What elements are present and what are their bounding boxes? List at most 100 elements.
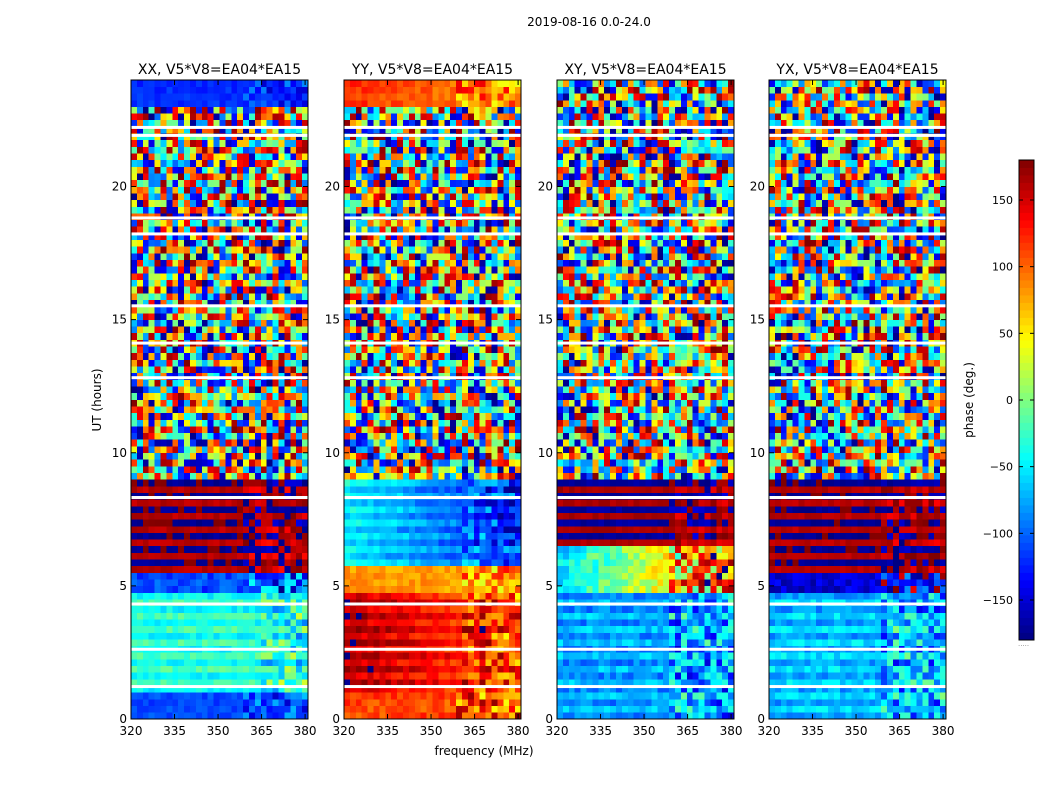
- heatmap-cell: [479, 486, 486, 493]
- heatmap-cell: [184, 679, 191, 687]
- heatmap-cell: [414, 519, 421, 527]
- heatmap-cell: [213, 80, 220, 87]
- heatmap-cell: [243, 506, 250, 513]
- heatmap-cell: [166, 639, 173, 647]
- heatmap-cell: [403, 692, 410, 700]
- heatmap-cell: [296, 612, 303, 620]
- heatmap-cell: [456, 712, 463, 720]
- heatmap-cell: [479, 659, 486, 667]
- heatmap-cell: [367, 293, 374, 300]
- heatmap-cell: [178, 326, 185, 334]
- heatmap-cell: [420, 466, 427, 474]
- heatmap-cell: [278, 359, 285, 367]
- heatmap-cell: [254, 186, 262, 194]
- heatmap-cell: [355, 319, 362, 327]
- heatmap-cell: [278, 119, 285, 127]
- heatmap-cell: [491, 352, 498, 360]
- heatmap-cell: [349, 672, 357, 680]
- heatmap-cell: [456, 279, 463, 287]
- heatmap-cell: [225, 193, 232, 201]
- heatmap-cell: [160, 712, 167, 720]
- heatmap-cell: [190, 499, 197, 507]
- heatmap-cell: [249, 266, 256, 274]
- heatmap-cell: [142, 392, 149, 400]
- heatmap-cell: [207, 266, 214, 274]
- heatmap-cells: [131, 80, 309, 720]
- heatmap-cell: [254, 379, 262, 387]
- heatmap-cell: [142, 286, 149, 294]
- heatmap-cell: [154, 406, 161, 414]
- heatmap-cell: [497, 699, 504, 706]
- heatmap-cell: [479, 519, 486, 527]
- heatmap-cell: [515, 679, 522, 687]
- heatmap-cell: [172, 559, 179, 567]
- heatmap-cell: [219, 612, 226, 620]
- heatmap-cell: [136, 106, 144, 114]
- heatmap-cell: [272, 539, 279, 547]
- heatmap-cell: [344, 692, 351, 700]
- heatmap-cell: [355, 512, 362, 520]
- heatmap-cell: [485, 472, 492, 480]
- heatmap-cell: [154, 592, 161, 600]
- heatmap-cell: [473, 432, 480, 440]
- heatmap-cell: [355, 625, 362, 633]
- heatmap-cell: [367, 432, 374, 440]
- heatmap-cell: [249, 286, 256, 294]
- heatmap-cell: [131, 99, 138, 107]
- heatmap-cell: [254, 639, 262, 647]
- heatmap-cell: [509, 692, 516, 700]
- heatmap-cell: [154, 199, 161, 207]
- heatmap-cell: [467, 499, 475, 507]
- heatmap-cell: [408, 579, 416, 587]
- heatmap-cell: [290, 206, 297, 214]
- heatmap-cell: [272, 419, 279, 427]
- heatmap-cell: [479, 452, 486, 460]
- heatmap-cell: [172, 219, 179, 227]
- heatmap-cell: [373, 379, 380, 387]
- heatmap-cell: [266, 466, 273, 474]
- heatmap-cell: [243, 432, 250, 440]
- heatmap-cell: [266, 699, 273, 706]
- heatmap-cell: [131, 126, 138, 134]
- heatmap-cell: [272, 705, 279, 713]
- heatmap-cell: [254, 479, 262, 487]
- heatmap-cell: [284, 659, 291, 667]
- heatmap-cell: [414, 419, 421, 427]
- heatmap-cell: [160, 159, 167, 167]
- heatmap-cell: [266, 266, 273, 274]
- heatmap-cell: [515, 419, 522, 427]
- heatmap-cell: [195, 119, 203, 127]
- heatmap-cell: [344, 319, 351, 327]
- heatmap-cell: [391, 446, 398, 454]
- heatmap-cell: [178, 139, 185, 147]
- heatmap-cell: [379, 612, 386, 620]
- heatmap-cell: [408, 466, 416, 474]
- heatmap-cell: [231, 246, 238, 254]
- heatmap-cell: [207, 499, 214, 507]
- heatmap-cell: [260, 346, 267, 354]
- heatmap-cell: [473, 499, 480, 507]
- heatmap-cell: [367, 306, 374, 314]
- heatmap-cell: [485, 459, 492, 467]
- heatmap-cell: [249, 412, 256, 420]
- heatmap-cell: [408, 639, 416, 647]
- heatmap-cell: [254, 679, 262, 687]
- heatmap-cell: [272, 692, 279, 700]
- heatmap-cell: [243, 286, 250, 294]
- heatmap-cell: [373, 452, 380, 460]
- heatmap-cell: [148, 612, 155, 620]
- heatmap-cell: [213, 579, 220, 587]
- heatmap-cell: [243, 659, 250, 667]
- heatmap-cell: [408, 299, 416, 307]
- heatmap-cell: [131, 412, 138, 420]
- heatmap-cell: [367, 439, 374, 447]
- heatmap-cell: [385, 286, 392, 294]
- heatmap-cell: [467, 293, 475, 300]
- heatmap-cell: [473, 552, 480, 560]
- heatmap-cell: [172, 699, 179, 706]
- heatmap-cell: [414, 545, 421, 553]
- heatmap-cell: [491, 625, 498, 633]
- heatmap-cell: [420, 679, 427, 687]
- heatmap-cell: [426, 346, 433, 354]
- heatmap-cell: [456, 672, 463, 680]
